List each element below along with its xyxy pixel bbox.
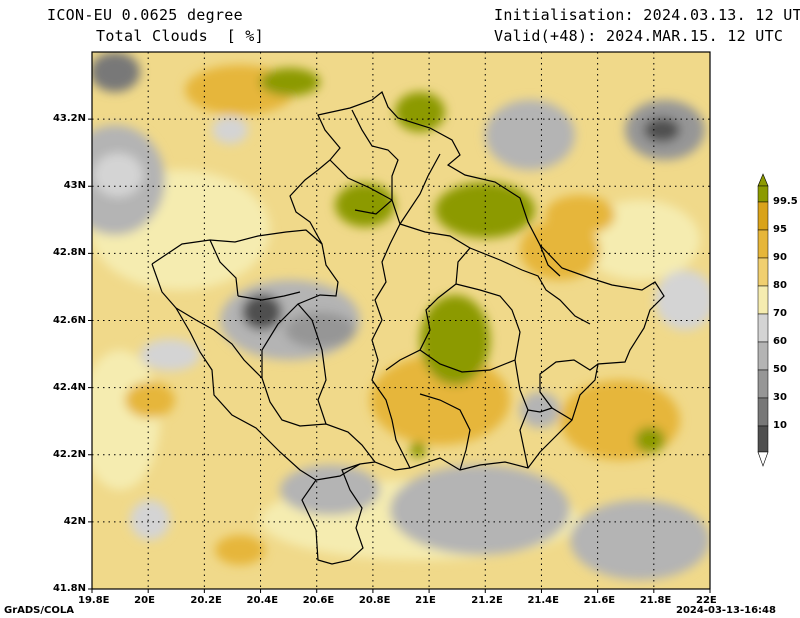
lon-tick-label: 21.6E: [583, 595, 616, 606]
lat-tick-label: 41.8N: [52, 583, 86, 594]
lat-tick-label: 42N: [63, 515, 86, 527]
colorbar-label: 60: [773, 336, 787, 347]
colorbar-band: [757, 397, 769, 427]
lat-tick-label: 43.2N: [52, 113, 86, 125]
axis-ticks: [88, 118, 711, 593]
colorbar-band: [757, 425, 769, 453]
colorbar: [757, 173, 769, 467]
lon-tick-label: 22E: [696, 595, 717, 606]
lon-tick-label: 20E: [134, 595, 155, 606]
colorbar-label: 99.5: [773, 196, 798, 207]
colorbar-label: 50: [773, 364, 787, 375]
lon-tick-label: 21.8E: [639, 595, 672, 606]
colorbar-band: [757, 341, 769, 371]
colorbar-cap-bottom: [757, 451, 769, 467]
footer-software: GrADS/COLA: [4, 605, 74, 616]
lon-tick-label: 21.4E: [527, 595, 559, 606]
admin-borders: [151, 91, 665, 565]
colorbar-band: [757, 229, 769, 259]
lon-tick-label: 19.8E: [78, 595, 110, 606]
cloud-field: [92, 52, 710, 589]
lat-tick-label: 42.8N: [52, 247, 86, 259]
graticule: [92, 52, 710, 589]
colorbar-band: [757, 257, 769, 287]
colorbar-cap-top: [757, 173, 769, 187]
footer-timestamp: 2024-03-13-16:48: [676, 605, 776, 616]
lon-tick-label: 20.8E: [358, 595, 391, 606]
lat-tick-label: 43N: [63, 180, 86, 192]
colorbar-label: 30: [773, 392, 787, 403]
colorbar-label: 90: [773, 252, 787, 263]
colorbar-label: 80: [773, 280, 787, 291]
colorbar-band: [757, 313, 769, 343]
lon-tick-label: 20.4E: [246, 595, 279, 606]
colorbar-label: 10: [773, 420, 787, 431]
lon-tick-label: 20.6E: [302, 595, 335, 606]
variable-title: Total Clouds [ %]: [96, 27, 264, 45]
lon-tick-label: 21.2E: [471, 595, 503, 606]
colorbar-label: 95: [773, 224, 787, 235]
initialisation-label: Initialisation: 2024.03.13. 12 UTC: [494, 6, 800, 24]
model-title: ICON-EU 0.0625 degree: [47, 6, 243, 24]
valid-time-label: Valid(+48): 2024.MAR.15. 12 UTC: [494, 27, 784, 45]
lat-tick-label: 42.4N: [52, 381, 86, 393]
lon-tick-label: 20.2E: [190, 595, 222, 606]
lat-tick-label: 42.6N: [52, 314, 86, 326]
lat-tick-label: 42.2N: [52, 448, 86, 460]
colorbar-band: [757, 185, 769, 203]
colorbar-band: [757, 201, 769, 231]
colorbar-band: [757, 369, 769, 399]
colorbar-label: 70: [773, 308, 787, 319]
lon-tick-label: 21E: [415, 595, 436, 606]
colorbar-band: [757, 285, 769, 315]
